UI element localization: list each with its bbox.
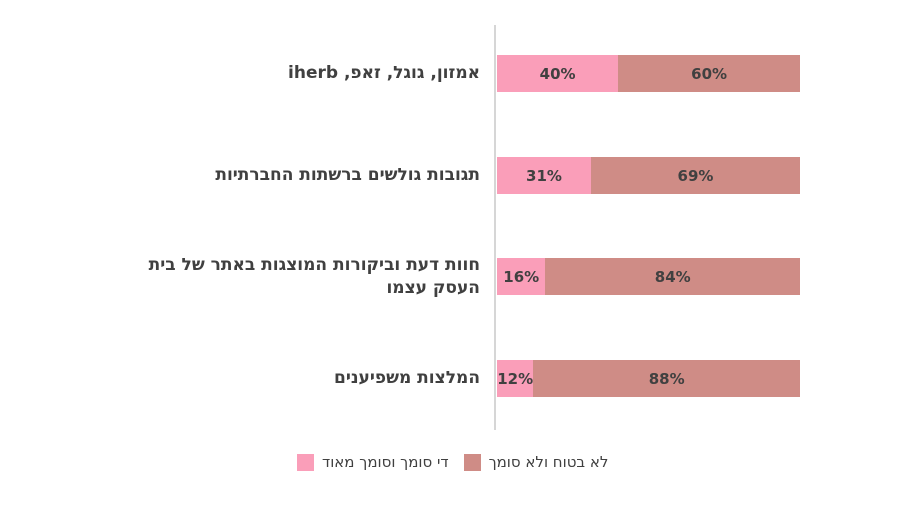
percent-label: 88% bbox=[648, 369, 685, 388]
bar-segment-trust: 31% bbox=[497, 157, 591, 194]
chart-row: תגובות גולשים ברשתות החברתיות 31% 69% bbox=[120, 157, 803, 194]
category-label: אמזון, גוגל, זאפ, iherb bbox=[288, 63, 480, 84]
category-label: תגובות גולשים ברשתות החברתיות bbox=[215, 165, 480, 186]
percent-label: 84% bbox=[654, 267, 691, 286]
y-axis-line bbox=[494, 25, 496, 430]
legend: די סומך וסומך מאוד לא בטוח ולא סומך bbox=[297, 453, 608, 471]
bar-segment-trust: 16% bbox=[497, 258, 546, 295]
percent-label: 69% bbox=[677, 166, 714, 185]
legend-swatch-distrust bbox=[463, 453, 481, 471]
bar-segment-distrust: 69% bbox=[590, 157, 800, 194]
bar-segment-distrust: 60% bbox=[618, 55, 800, 92]
percent-label: 31% bbox=[526, 166, 562, 185]
percent-label: 40% bbox=[539, 64, 576, 83]
percent-label: 60% bbox=[691, 64, 728, 83]
stacked-bar: 40% 60% bbox=[497, 55, 800, 92]
bar-segment-distrust: 88% bbox=[533, 360, 800, 397]
stacked-bar: 12% 88% bbox=[497, 360, 800, 397]
stacked-bar: 16% 84% bbox=[497, 258, 800, 295]
chart-row: אמזון, גוגל, זאפ, iherb 40% 60% bbox=[120, 55, 803, 92]
legend-swatch-trust bbox=[297, 453, 314, 471]
category-label: המלצות משפיענים bbox=[334, 368, 480, 389]
percent-label: 12% bbox=[497, 369, 534, 388]
stacked-bar: 31% 69% bbox=[497, 157, 800, 194]
percent-label: 16% bbox=[503, 267, 540, 286]
bar-segment-trust: 12% bbox=[497, 360, 534, 397]
bar-segment-trust: 40% bbox=[497, 55, 619, 92]
legend-item-trust: די סומך וסומך מאוד bbox=[297, 453, 449, 471]
chart-row: חוות דעת וביקורות המוצגות באתר של בית הע… bbox=[120, 255, 803, 298]
bar-segment-distrust: 84% bbox=[545, 258, 800, 295]
legend-item-distrust: לא בטוח ולא סומך bbox=[463, 453, 609, 471]
legend-label-distrust: לא בטוח ולא סומך bbox=[488, 453, 609, 471]
chart-row: המלצות משפיענים 12% 88% bbox=[120, 360, 803, 397]
legend-label-trust: די סומך וסומך מאוד bbox=[322, 453, 449, 471]
category-label: חוות דעת וביקורות המוצגות באתר של בית הע… bbox=[148, 254, 480, 298]
